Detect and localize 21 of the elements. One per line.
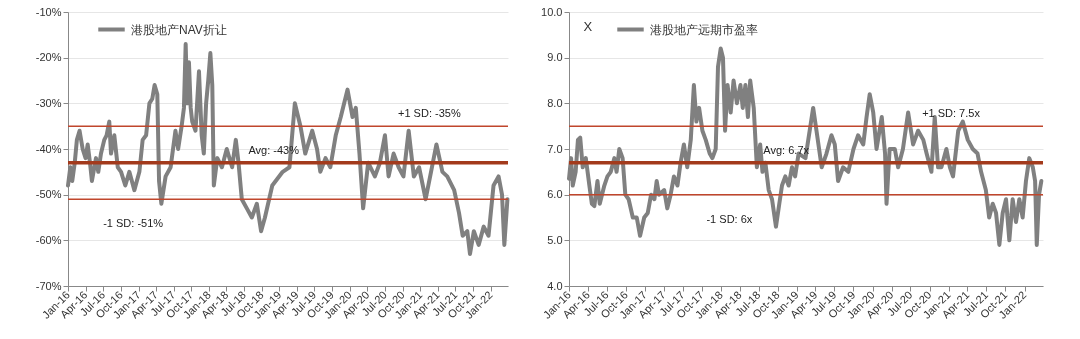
y-axis-title: X [583,18,593,34]
y-tick-label: -30% [35,96,62,109]
y-tick-label: -10% [35,5,62,18]
y-tick-label: -60% [35,233,62,246]
ref-line-label: +1 SD: -35% [398,107,461,120]
y-tick-label: 8.0 [547,96,563,109]
legend-label: 港股地产NAV折让 [131,22,227,37]
y-tick-label: -50% [35,188,62,201]
y-tick-label: 10.0 [541,5,563,18]
y-tick-label: -70% [35,279,62,292]
y-tick-label: 4.0 [547,279,563,292]
y-tick-label: 7.0 [547,142,563,155]
ref-line-label: -1 SD: 6x [706,212,753,225]
y-tick-label: 9.0 [547,51,563,64]
y-tick-label: 5.0 [547,233,563,246]
y-tick-label: 6.0 [547,188,563,201]
ref-line-label: -1 SD: -51% [103,217,164,230]
y-tick-label: -20% [35,51,62,64]
legend-label: 港股地产远期市盈率 [650,22,758,37]
ref-line-label: +1 SD: 7.5x [922,107,981,120]
y-tick-label: -40% [35,142,62,155]
